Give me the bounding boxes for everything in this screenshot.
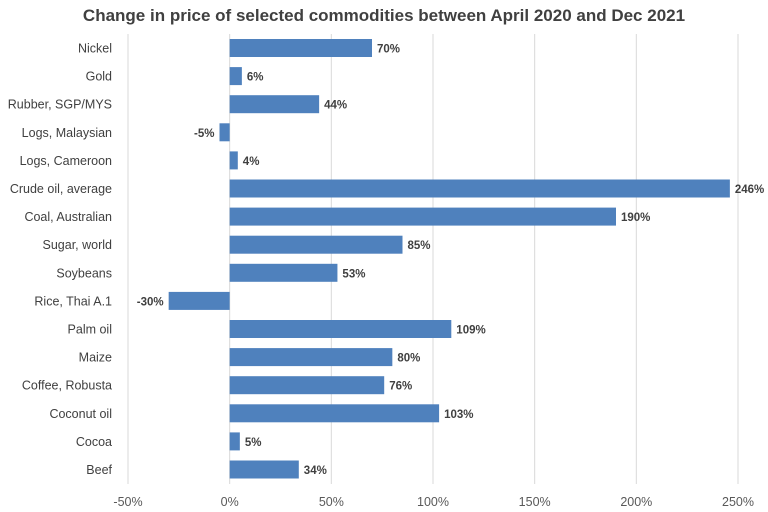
- data-label: 80%: [397, 353, 420, 365]
- data-label: 109%: [456, 325, 485, 337]
- category-label: Coconut oil: [49, 407, 112, 421]
- bar: [229, 179, 730, 198]
- bar: [229, 320, 452, 338]
- category-label: Nickel: [78, 42, 112, 56]
- bar: [229, 348, 393, 367]
- x-tick-label: 0%: [221, 495, 239, 509]
- data-label: -30%: [137, 296, 164, 308]
- bar: [229, 95, 320, 114]
- bar: [229, 235, 403, 254]
- bar: [229, 432, 240, 451]
- category-label: Logs, Malaysian: [22, 126, 112, 140]
- bar: [219, 123, 230, 142]
- data-label: 4%: [243, 156, 260, 168]
- category-label: Cocoa: [76, 435, 112, 449]
- bar: [229, 460, 299, 479]
- data-label: 44%: [324, 100, 347, 112]
- x-tick-label: 50%: [319, 495, 344, 509]
- x-tick-label: 250%: [722, 495, 754, 509]
- x-tick-label: 200%: [620, 495, 652, 509]
- category-label: Crude oil, average: [10, 182, 112, 196]
- category-label: Logs, Cameroon: [20, 154, 112, 168]
- bar: [229, 263, 338, 282]
- data-label: 85%: [408, 240, 431, 252]
- bar: [229, 376, 385, 395]
- bars: [168, 39, 730, 479]
- category-label: Maize: [79, 351, 112, 365]
- data-label: 34%: [304, 465, 327, 477]
- category-label: Soybeans: [56, 266, 112, 280]
- category-label: Rice, Thai A.1: [34, 294, 112, 308]
- category-label: Coal, Australian: [24, 210, 112, 224]
- bar: [229, 151, 238, 170]
- category-label: Coffee, Robusta: [22, 379, 112, 393]
- x-tick-label: 100%: [417, 495, 449, 509]
- bar: [168, 291, 230, 310]
- data-label: 5%: [245, 437, 262, 449]
- data-label: 53%: [342, 268, 365, 280]
- category-label: Sugar, world: [43, 238, 113, 252]
- category-label: Beef: [86, 463, 112, 477]
- chart-title: Change in price of selected commodities …: [82, 6, 686, 25]
- data-label: 190%: [621, 212, 650, 224]
- bar: [229, 67, 242, 86]
- category-label: Palm oil: [68, 323, 112, 337]
- labels: -50% 0% 50% 100% 150% 200% 250% Nickel 70% Gold 6%…: [8, 42, 765, 510]
- bar: [229, 404, 440, 423]
- bar: [229, 207, 616, 226]
- bar: [229, 39, 372, 57]
- x-tick-label: 150%: [519, 495, 551, 509]
- category-label: Gold: [86, 70, 112, 84]
- data-label: 70%: [377, 44, 400, 56]
- data-label: 103%: [444, 409, 473, 421]
- data-label: 6%: [247, 72, 264, 84]
- data-label: -5%: [194, 128, 214, 140]
- category-label: Rubber, SGP/MYS: [8, 98, 112, 112]
- data-label: 76%: [389, 381, 412, 393]
- data-label: 246%: [735, 184, 764, 196]
- x-tick-label: -50%: [113, 495, 142, 509]
